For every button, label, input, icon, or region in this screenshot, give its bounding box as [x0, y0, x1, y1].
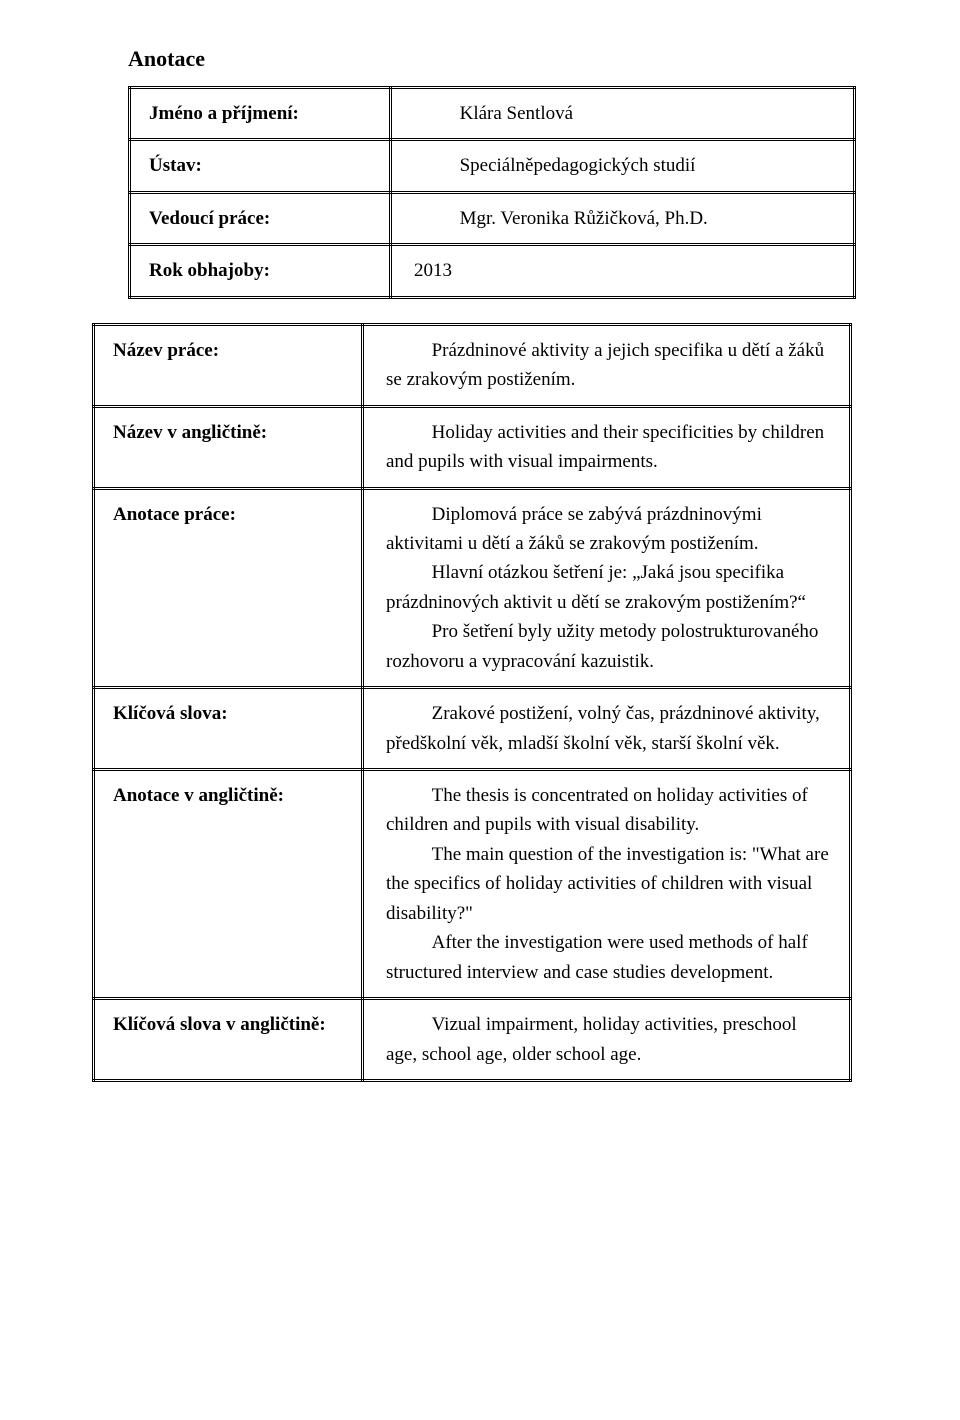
label-annotation: Anotace práce:	[94, 488, 363, 688]
para: Holiday activities and their specificiti…	[386, 418, 829, 477]
para: Zrakové postižení, volný čas, prázdninov…	[386, 699, 829, 758]
para: The main question of the investigation i…	[386, 840, 829, 928]
label-title-en: Název v angličtině:	[94, 406, 363, 488]
value-annotation-en: The thesis is concentrated on holiday ac…	[363, 770, 851, 999]
label-keywords-en: Klíčová slova v angličtině:	[94, 999, 363, 1081]
label-keywords-cz: Klíčová slova:	[94, 688, 363, 770]
para: The thesis is concentrated on holiday ac…	[386, 781, 829, 840]
label-annotation-en: Anotace v angličtině:	[94, 770, 363, 999]
para: Hlavní otázkou šetření je: „Jaká jsou sp…	[386, 558, 829, 617]
value-title-en: Holiday activities and their specificiti…	[363, 406, 851, 488]
value-keywords-cz: Zrakové postižení, volný čas, prázdninov…	[363, 688, 851, 770]
para: Diplomová práce se zabývá prázdninovými …	[386, 500, 829, 559]
value-keywords-en: Vizual impairment, holiday activities, p…	[363, 999, 851, 1081]
value-title-cz: Prázdninové aktivity a jejich specifika …	[363, 324, 851, 406]
page-title: Anotace	[128, 46, 856, 72]
para: Vizual impairment, holiday activities, p…	[386, 1010, 829, 1069]
value-institute: Speciálněpedagogických studií	[414, 151, 833, 180]
label-title-cz: Název práce:	[94, 324, 363, 406]
label-year: Rok obhajoby:	[130, 245, 391, 297]
label-supervisor: Vedoucí práce:	[130, 192, 391, 244]
para: Prázdninové aktivity a jejich specifika …	[386, 336, 829, 395]
value-supervisor: Mgr. Veronika Růžičková, Ph.D.	[414, 204, 833, 233]
label-name: Jméno a příjmení:	[130, 88, 391, 140]
value-year: 2013	[414, 260, 452, 281]
label-institute: Ústav:	[130, 140, 391, 192]
details-table: Název práce: Prázdninové aktivity a jeji…	[92, 323, 852, 1082]
value-annotation: Diplomová práce se zabývá prázdninovými …	[363, 488, 851, 688]
para: After the investigation were used method…	[386, 928, 829, 987]
para: Pro šetření byly užity metody polostrukt…	[386, 617, 829, 676]
value-name: Klára Sentlová	[414, 99, 833, 128]
header-table: Jméno a příjmení: Klára Sentlová Ústav: …	[128, 86, 856, 299]
